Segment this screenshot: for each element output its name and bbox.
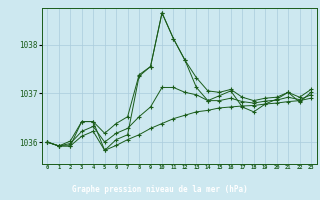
Text: Graphe pression niveau de la mer (hPa): Graphe pression niveau de la mer (hPa) <box>72 185 248 194</box>
